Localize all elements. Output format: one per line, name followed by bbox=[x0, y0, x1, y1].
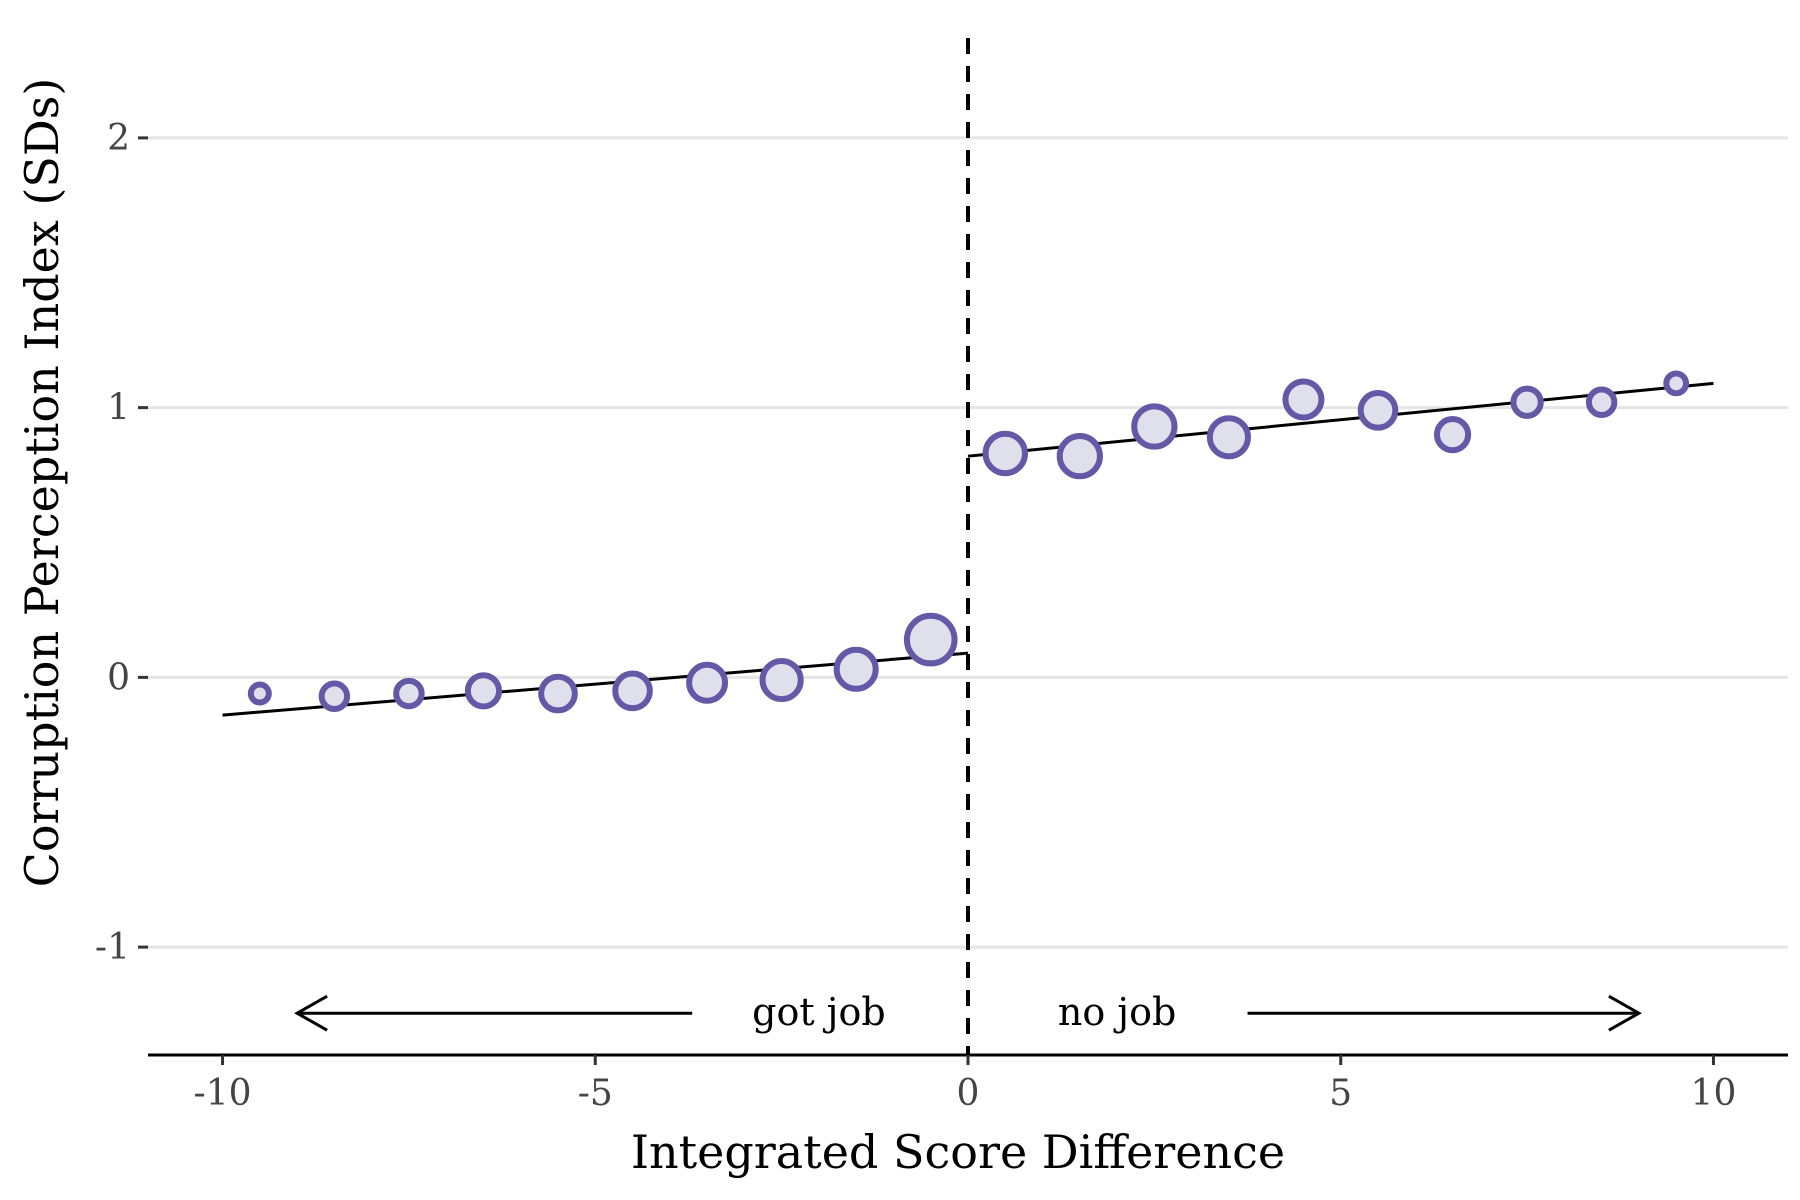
direction-arrows bbox=[294, 994, 1642, 1032]
x-tick-label: 5 bbox=[1329, 1073, 1352, 1114]
data-point bbox=[318, 680, 351, 712]
data-point bbox=[759, 657, 804, 703]
data-point bbox=[1282, 378, 1325, 421]
arrow-left-head bbox=[294, 994, 328, 1032]
data-point bbox=[464, 672, 503, 710]
data-point bbox=[393, 677, 425, 710]
x-axis-title: Integrated Score Difference bbox=[631, 1125, 1285, 1179]
y-tick-label: 1 bbox=[107, 388, 130, 429]
x-tick-label: -10 bbox=[194, 1073, 252, 1114]
y-axis: -1 0 1 2 bbox=[95, 118, 148, 968]
x-tick-label: -5 bbox=[578, 1073, 613, 1114]
x-tick-label: 10 bbox=[1691, 1073, 1737, 1114]
x-axis: -10 -5 0 5 10 bbox=[148, 1053, 1788, 1114]
data-point bbox=[833, 646, 879, 692]
data-point bbox=[1206, 415, 1252, 460]
data-point bbox=[247, 681, 272, 706]
arrow-right bbox=[1247, 994, 1642, 1032]
data-point bbox=[982, 430, 1028, 477]
arrow-left bbox=[294, 994, 693, 1032]
annotations: got job no job bbox=[294, 990, 1642, 1034]
data-point bbox=[1056, 433, 1103, 480]
data-point bbox=[1131, 403, 1178, 450]
y-tick-label: -1 bbox=[95, 927, 130, 968]
annotation-no-job: no job bbox=[1058, 990, 1176, 1034]
data-point bbox=[1663, 370, 1690, 397]
data-point bbox=[686, 661, 729, 704]
y-tick-label: 2 bbox=[107, 118, 130, 159]
data-point bbox=[1510, 385, 1544, 419]
data-point bbox=[538, 673, 578, 714]
data-point bbox=[1357, 390, 1399, 431]
y-axis-title: Corruption Perception Index (SDs) bbox=[15, 78, 69, 888]
binned-points bbox=[247, 370, 1690, 714]
y-tick-label: 0 bbox=[107, 657, 130, 698]
data-point bbox=[1433, 416, 1472, 454]
annotation-got-job: got job bbox=[752, 990, 886, 1034]
data-point bbox=[612, 670, 653, 712]
data-point bbox=[903, 612, 958, 667]
arrow-right-head bbox=[1608, 994, 1642, 1032]
x-tick-label: 0 bbox=[957, 1073, 980, 1114]
data-point bbox=[1585, 386, 1618, 418]
